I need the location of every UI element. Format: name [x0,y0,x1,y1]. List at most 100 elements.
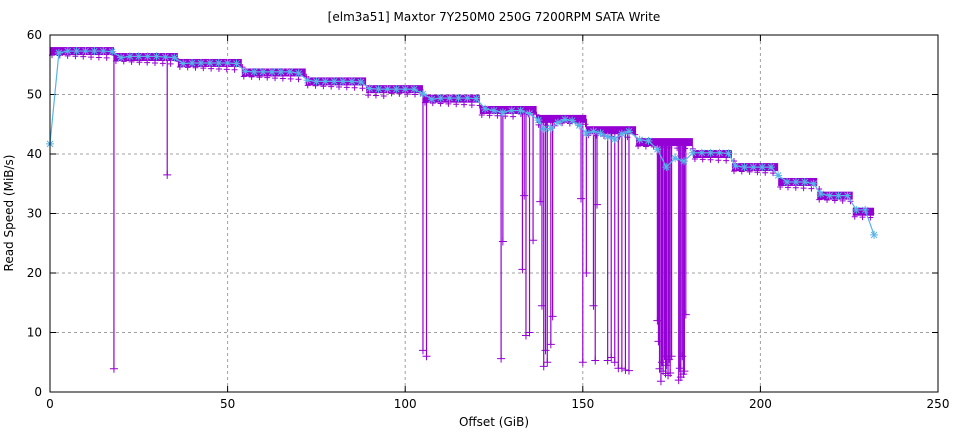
data-marks [46,47,879,386]
sample-point [120,58,127,65]
sample-point [72,53,79,60]
sample-point [343,84,350,91]
average-point [241,67,250,76]
average-point [834,191,843,200]
dip-point [543,358,552,367]
average-point [303,76,312,85]
average-point [445,94,454,103]
sample-point [152,60,159,67]
sample-point [80,53,87,60]
dip-point [520,191,529,200]
zone-band [586,126,637,135]
average-point [188,58,197,67]
zone-band [479,105,537,114]
average-point [635,135,644,144]
dip-point [109,364,118,373]
dip-point [418,346,427,355]
dip-point [163,170,172,179]
dip-point [422,352,431,361]
dip-point [525,328,534,337]
average-point [117,53,126,62]
x-tick-label: 150 [571,397,594,411]
average-point [553,118,562,127]
average-point [534,116,543,125]
average-point [410,85,419,94]
sample-point [128,58,135,65]
average-point [568,116,577,125]
sample-point [681,145,688,152]
sample-point [388,90,395,97]
x-tick-label: 0 [46,397,54,411]
average-point [294,69,303,78]
dip-point [681,310,690,319]
average-point [575,121,584,130]
average-point [816,189,825,198]
average-point [72,47,81,56]
average-point [843,191,852,200]
dip-point [593,200,602,209]
sample-point [831,197,838,204]
chart-title: [elm3a51] Maxtor 7Y250M0 250G 7200RPM SA… [328,10,661,24]
sample-point [699,156,706,163]
sample-point [404,91,411,98]
average-point [653,145,662,154]
sample-point [359,85,366,92]
sample-point [103,54,110,61]
average-point [758,163,767,172]
sample-point [295,76,302,83]
x-tick-label: 250 [927,397,950,411]
tick-labels: 0 50 100 150 200 250 0 10 20 30 40 50 60 [27,28,950,411]
sample-point [167,60,174,67]
sample-point [144,59,151,66]
dip-point [607,353,616,362]
average-point [610,135,619,144]
sample-point [453,101,460,108]
average-point [418,89,427,98]
sample-point [770,170,777,177]
average-point [617,129,626,138]
sample-point [624,134,631,141]
average-point [436,94,445,103]
average-point [365,84,374,93]
average-point [356,78,365,87]
average-point [783,177,792,186]
zone-band [536,114,587,123]
average-point [662,163,671,172]
sample-point [88,54,95,61]
sample-point [715,157,722,164]
average-point [507,106,516,115]
dip-point [680,367,689,376]
plot-frame [49,34,939,393]
sample-point [777,183,784,190]
dip-point [578,358,587,367]
sample-point [136,59,143,66]
sample-point [176,63,183,70]
sample-point [372,92,379,99]
dip-point [653,316,662,325]
average-point [134,52,143,61]
sample-point [494,112,501,119]
average-point [392,85,401,94]
dip-point [624,366,633,375]
average-point [312,77,321,86]
sample-point [184,64,191,71]
average-point [596,129,605,138]
dip-point [662,361,671,370]
sample-point [159,60,166,67]
x-tick-label: 50 [220,397,235,411]
sample-point [380,92,387,99]
dip-point [537,301,546,310]
y-tick-label: 20 [27,266,42,280]
average-point [321,77,330,86]
average-point [54,48,63,57]
sample-point [784,184,791,191]
average-point [697,148,706,157]
average-point [870,230,879,239]
y-tick-label: 40 [27,147,42,161]
dip-point [529,236,538,245]
sample-point [468,102,475,109]
dip-point [548,312,557,321]
sample-point [287,75,294,82]
average-point [539,125,548,134]
